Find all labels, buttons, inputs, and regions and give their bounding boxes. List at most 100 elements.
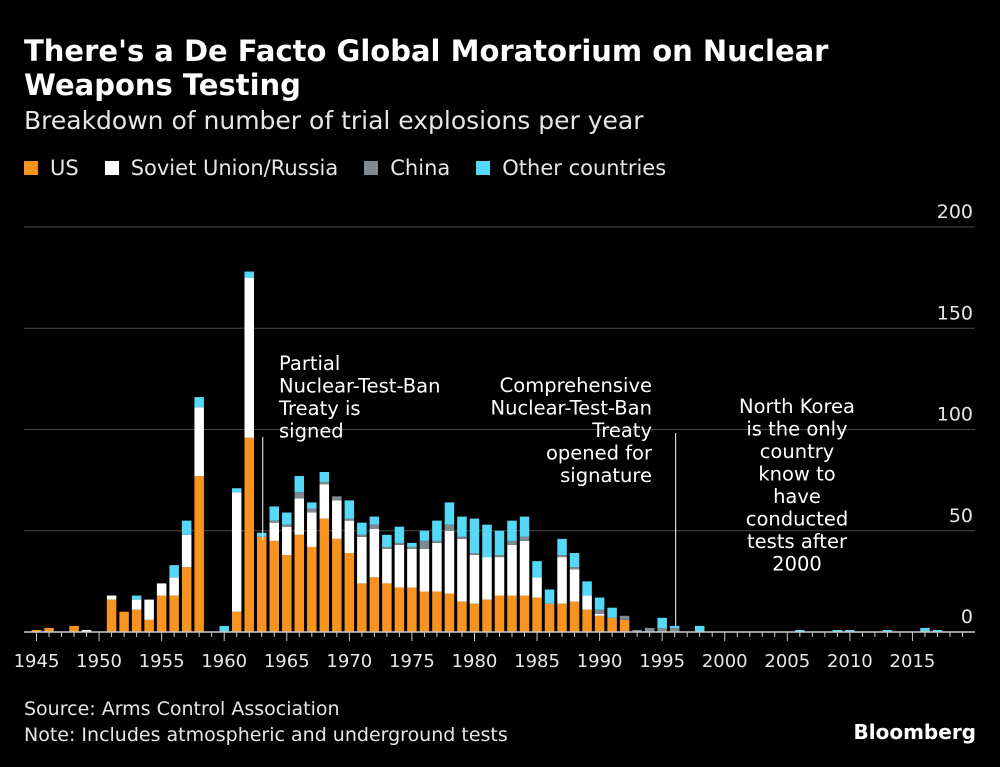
bar-china-1988: [569, 567, 580, 570]
x-tick-label-2015: 2015: [890, 651, 936, 672]
bar-other-1983: [507, 520, 517, 541]
bar-soviet-1961: [231, 492, 242, 612]
x-tick-label-2000: 2000: [702, 651, 748, 672]
bar-us-1976: [419, 591, 430, 632]
x-tick-label-1950: 1950: [76, 651, 122, 672]
bar-soviet-1981: [482, 557, 492, 600]
y-axis: 0 50 100 150 200: [937, 201, 973, 628]
annotation-north-korea-line: North Korea: [739, 395, 855, 418]
bar-soviet-1970: [344, 520, 355, 554]
bar-other-1964: [269, 506, 280, 521]
bar-us-1958: [194, 476, 204, 632]
bar-soviet-1964: [269, 522, 280, 541]
bar-us-1953: [131, 609, 142, 632]
bar-soviet-1985: [532, 577, 542, 598]
bar-other-2013: [882, 629, 893, 632]
legend-label-china: China: [390, 156, 451, 180]
bar-other-1978: [444, 502, 455, 525]
bar-soviet-1958: [194, 407, 204, 477]
y-tick-label-0: 0: [961, 606, 973, 628]
bar-us-1984: [519, 595, 530, 632]
bar-other-1982: [494, 530, 505, 556]
bar-us-1979: [457, 601, 467, 633]
bar-china-1977: [432, 540, 442, 543]
annotation-north-korea-line: is the only: [746, 418, 847, 441]
annotation-north-korea-line: know to: [758, 463, 835, 486]
bar-soviet-1983: [507, 544, 517, 596]
bar-china-1976: [419, 540, 430, 549]
x-tick-label-1945: 1945: [14, 651, 60, 672]
bar-china-1992: [619, 615, 630, 620]
bar-other-1976: [419, 530, 430, 541]
legend-swatch-soviet: [104, 161, 119, 175]
bar-other-1988: [569, 553, 580, 568]
y-tick-label-200: 200: [937, 201, 973, 223]
bar-soviet-1980: [469, 555, 480, 604]
bar-china-1978: [444, 524, 455, 531]
bar-other-1971: [357, 522, 367, 535]
bar-us-1945: [31, 629, 42, 632]
x-tick-label-1990: 1990: [577, 651, 623, 672]
bar-us-1989: [582, 609, 592, 632]
bar-soviet-1975: [407, 548, 417, 588]
bar-china-1968: [319, 482, 330, 485]
annotation-ptbt-line: signed: [279, 420, 344, 443]
annotation-north-korea-line: 2000: [772, 553, 822, 576]
bar-other-1965: [282, 512, 292, 525]
bar-us-1967: [307, 546, 317, 632]
annotation-ptbt-line: Treaty is: [278, 397, 361, 420]
bar-us-1969: [332, 538, 342, 632]
legend-item-soviet: Soviet Union/Russia: [104, 156, 338, 180]
y-tick-label-150: 150: [937, 302, 973, 324]
bar-us-1973: [382, 583, 392, 632]
bar-soviet-1949: [81, 629, 92, 632]
bar-us-1991: [607, 617, 617, 632]
annotation-north-korea-line: tests after: [747, 530, 848, 553]
bar-china-1967: [307, 508, 317, 513]
x-tick-label-1965: 1965: [264, 651, 310, 672]
bar-other-1970: [344, 500, 355, 519]
bar-soviet-1956: [169, 577, 179, 596]
bar-other-1977: [432, 520, 442, 541]
bar-us-1961: [231, 611, 242, 632]
bar-us-1962: [244, 437, 254, 632]
legend-swatch-china: [364, 161, 379, 175]
bar-soviet-1982: [494, 557, 505, 596]
bar-china-1982: [494, 555, 505, 558]
bar-soviet-1979: [457, 538, 467, 602]
bar-other-1966: [294, 476, 305, 493]
legend-swatch-us: [24, 161, 38, 175]
bar-soviet-1977: [432, 542, 442, 592]
bars: [31, 271, 943, 633]
bar-other-1985: [532, 561, 542, 578]
annotation-ctbt-line: Nuclear-Test-Ban: [491, 397, 652, 420]
bar-us-1971: [357, 583, 367, 632]
bar-other-1957: [181, 520, 192, 535]
bar-soviet-1968: [319, 484, 330, 519]
bar-soviet-1971: [357, 536, 367, 584]
bar-other-1979: [457, 516, 467, 537]
legend-swatch-other: [476, 161, 491, 175]
bar-soviet-1969: [332, 500, 342, 539]
bar-china-1970: [344, 518, 355, 521]
bar-china-1972: [369, 524, 380, 529]
chart-title: There's a De Facto Global Moratorium on …: [24, 34, 829, 102]
bar-china-1979: [457, 536, 467, 539]
bar-soviet-1987: [557, 557, 567, 604]
bar-china-1984: [519, 536, 530, 541]
bar-us-1965: [282, 555, 292, 632]
bar-soviet-1951: [106, 595, 117, 600]
annotation-ctbt-line: Comprehensive: [500, 374, 652, 397]
legend-item-us: US: [24, 156, 79, 180]
annotation-north-korea-line: conducted: [746, 508, 849, 531]
bar-us-1968: [319, 518, 330, 632]
bar-us-1980: [469, 603, 480, 632]
y-tick-label-100: 100: [937, 404, 973, 426]
x-tick-label-1985: 1985: [514, 651, 560, 672]
bar-us-1983: [507, 595, 517, 632]
bar-other-1962: [244, 271, 254, 278]
bar-other-1975: [407, 542, 417, 547]
legend-label-other: Other countries: [502, 156, 667, 180]
